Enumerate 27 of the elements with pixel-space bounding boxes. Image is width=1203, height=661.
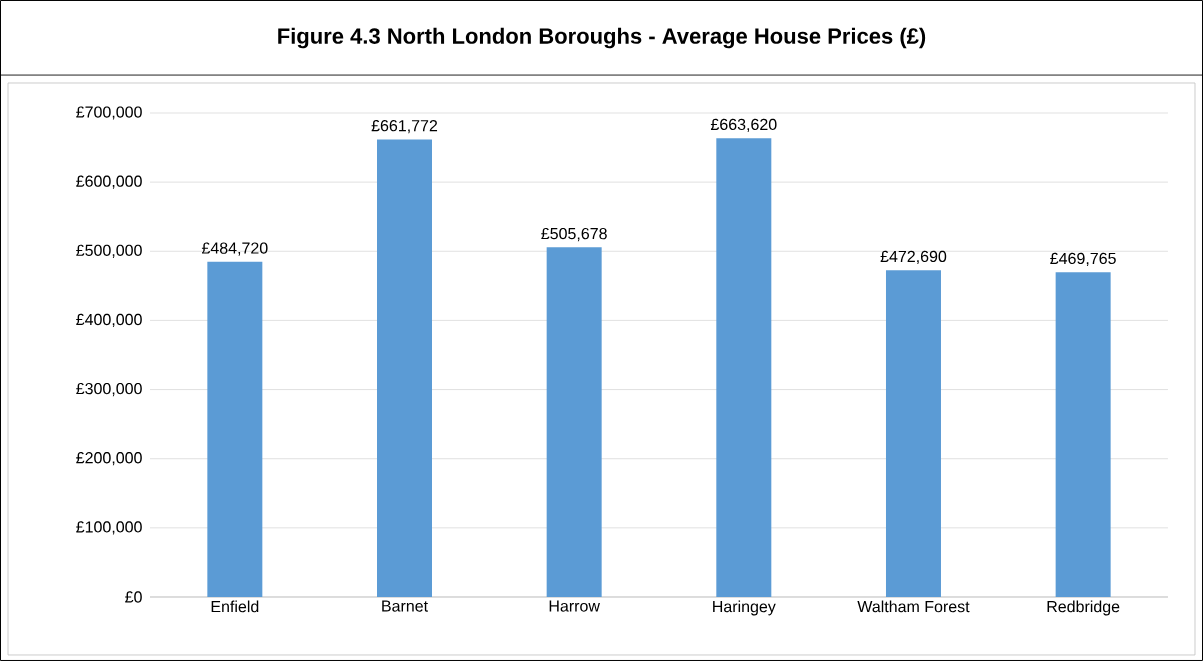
y-tick-label: £400,000 (76, 313, 142, 328)
data-label: £505,678 (541, 227, 607, 242)
bar (885, 270, 941, 597)
y-tick-label: £100,000 (76, 521, 142, 535)
data-label: £469,765 (1050, 252, 1116, 266)
x-tick-label: Redbridge (1047, 600, 1120, 616)
data-label: £472,690 (880, 250, 947, 264)
y-tick-label: £500,000 (76, 244, 142, 258)
chart-title: Figure 4.3 North London Boroughs - Average House Prices (£) (278, 27, 926, 49)
x-tick-label: Harrow (549, 600, 600, 612)
bar (546, 247, 602, 597)
y-tick-label: £200,000 (76, 452, 142, 466)
bar (716, 138, 772, 597)
y-tick-label: £700,000 (76, 106, 142, 120)
y-tick-label: £0 (125, 591, 142, 603)
x-tick-label: Enfield (211, 600, 259, 613)
x-tick-label: Waltham Forest (857, 600, 970, 613)
x-tick-label: Barnet (382, 600, 428, 612)
bar (1055, 272, 1111, 597)
data-label: £663,620 (710, 118, 777, 132)
y-tick-label: £600,000 (76, 175, 142, 189)
bar (207, 261, 263, 597)
data-label: £484,720 (201, 242, 268, 256)
bar (377, 139, 432, 597)
data-label: £661,772 (371, 120, 438, 134)
y-tick-label: £300,000 (76, 382, 142, 397)
x-tick-label: Haringey (713, 600, 776, 616)
